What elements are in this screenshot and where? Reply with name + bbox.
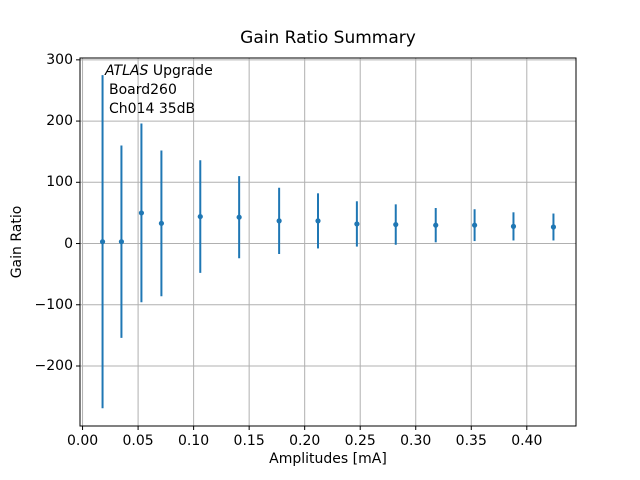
plot-border [79,57,577,427]
chart-title: Gain Ratio Summary [240,28,416,48]
annotation-line-3: Ch014 35dB [109,101,196,117]
data-point-marker [99,239,106,245]
y-tick-label: 200 [46,113,73,130]
data-point-marker [158,220,165,226]
annotation-line-1: ATLAS Upgrade [105,62,213,81]
data-point-marker [354,221,360,227]
x-tick-label: 0.00 [66,433,99,449]
data-point-marker [118,239,125,245]
x-tick-label: 0.30 [400,433,432,449]
x-tick-label: 0.40 [511,433,543,449]
data-point-marker [550,224,557,230]
x-tick-label: 0.20 [289,433,321,449]
y-tick-label: −100 [34,296,73,313]
y-tick-label: 0 [64,235,73,252]
data-point-marker [197,213,203,220]
data-point-marker [236,214,242,220]
data-point-marker [393,221,399,228]
data-point-marker [472,222,478,228]
annotation-line-1-rest: Upgrade [148,63,213,79]
annotation-experiment-name: ATLAS [105,63,149,79]
annotation-line-2: Board260 [109,82,177,98]
y-tick-label: 300 [46,51,73,68]
x-tick-label: 0.05 [122,433,154,449]
y-tick-label: −200 [34,357,73,374]
data-point-marker [138,210,145,216]
x-tick-label: 0.25 [344,433,376,449]
data-point-marker [433,222,439,228]
x-tick-label: 0.15 [233,433,265,449]
data-point-marker [315,218,321,224]
x-axis-label: Amplitudes [mA] [269,451,387,467]
data-point-marker [510,223,517,229]
y-tick-label: 100 [46,174,73,191]
x-tick-label: 0.10 [178,433,210,449]
annotation-text: ATLAS Upgrade Board260 Ch014 35dB [105,62,213,119]
x-tick-label: 0.35 [455,433,487,449]
data-point-marker [276,218,282,224]
